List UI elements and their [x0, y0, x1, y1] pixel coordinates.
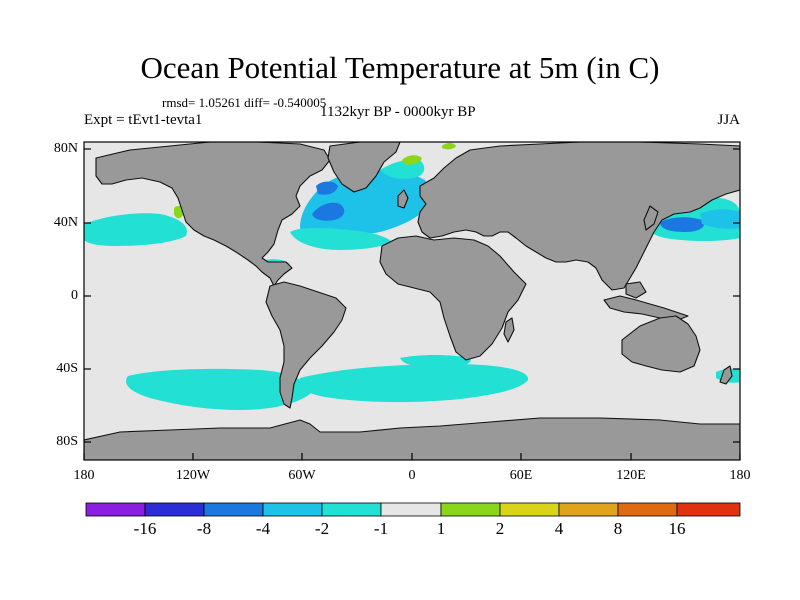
lat-label-80s: 80S [56, 434, 78, 449]
south-ocean-cool-band-west [126, 368, 312, 410]
lon-label-60w: 60W [288, 468, 316, 483]
colorbar-swatch-9 [617, 502, 678, 517]
colorbar-label-2: -4 [255, 519, 271, 538]
svalbard-warm-patch [442, 143, 456, 150]
north-america-land [95, 142, 331, 287]
season-label: JJA [717, 112, 740, 128]
colorbar-label-9: 16 [668, 519, 686, 538]
colorbar-swatch-10 [676, 502, 741, 517]
colorbar [85, 502, 741, 517]
lon-label-180-west: 180 [73, 468, 95, 483]
indonesia-land [603, 295, 689, 321]
lat-label-40n: 40N [53, 215, 78, 230]
warm-anomaly-patches [174, 143, 456, 219]
stats-label: rmsd= 1.05261 diff= -0.540005 [162, 95, 327, 110]
colorbar-label-8: 8 [613, 519, 623, 538]
north-atlantic-strong-cool-core [312, 202, 345, 221]
lon-label-120w: 120W [175, 468, 211, 483]
australia-land [621, 315, 701, 373]
japan-land [643, 205, 659, 231]
north-pacific-east-cool-band [84, 213, 187, 246]
map-plot-area [84, 142, 740, 460]
west-pacific-mid-cool [700, 209, 740, 229]
colorbar-label-7: 4 [554, 519, 564, 538]
antarctica-land [84, 417, 740, 460]
colorbar-label-6: 2 [495, 519, 505, 538]
british-isles-land [397, 189, 409, 209]
colorbar-label-0: -16 [133, 519, 157, 538]
colorbar-label-5: 1 [436, 519, 446, 538]
colorbar-swatch-8 [558, 502, 619, 517]
colorbar-label-4: -1 [373, 519, 389, 538]
borneo-land [625, 281, 647, 299]
lat-label-80n: 80N [53, 141, 78, 156]
colorbar-swatch-5 [380, 502, 442, 517]
axis-ticks [83, 148, 741, 460]
south-america-land [265, 281, 347, 409]
greenland-land [327, 142, 401, 193]
south-ocean-cool-band-east [298, 364, 529, 403]
colorbar-label-3: -2 [314, 519, 330, 538]
south-atlantic-cool-band [400, 355, 471, 368]
north-pacific-strong-cool-core [660, 217, 705, 232]
colorbar-swatch-4 [321, 502, 382, 517]
experiment-label: Expt = tEvt1-tevta1 [84, 112, 203, 128]
madagascar-land [503, 317, 515, 343]
lon-label-0: 0 [408, 468, 416, 483]
colorbar-swatch-7 [499, 502, 560, 517]
lon-label-180-east: 180 [729, 468, 751, 483]
lon-label-120e: 120E [616, 468, 646, 483]
lat-label-40s: 40S [56, 361, 78, 376]
page-title: Ocean Potential Temperature at 5m (in C) [140, 50, 660, 85]
lat-label-equator: 0 [71, 288, 78, 303]
colorbar-label-1: -8 [196, 519, 212, 538]
cool-anomaly-patches [84, 159, 740, 410]
colorbar-swatch-6 [440, 502, 501, 517]
new-zealand-land [719, 365, 733, 385]
lon-label-60e: 60E [509, 468, 533, 483]
arctic-warm-patch [402, 155, 422, 165]
period-label: 1132kyr BP - 0000kyr BP [320, 104, 476, 120]
africa-land [379, 235, 527, 361]
mid-atlantic-cool-band [290, 228, 392, 250]
colorbar-swatch-2 [203, 502, 264, 517]
colorbar-swatch-3 [262, 502, 323, 517]
colorbar-swatch-1 [144, 502, 205, 517]
land-masses [84, 142, 740, 460]
colorbar-swatch-0 [85, 502, 146, 517]
north-atlantic-strong-cool-north [316, 181, 338, 195]
